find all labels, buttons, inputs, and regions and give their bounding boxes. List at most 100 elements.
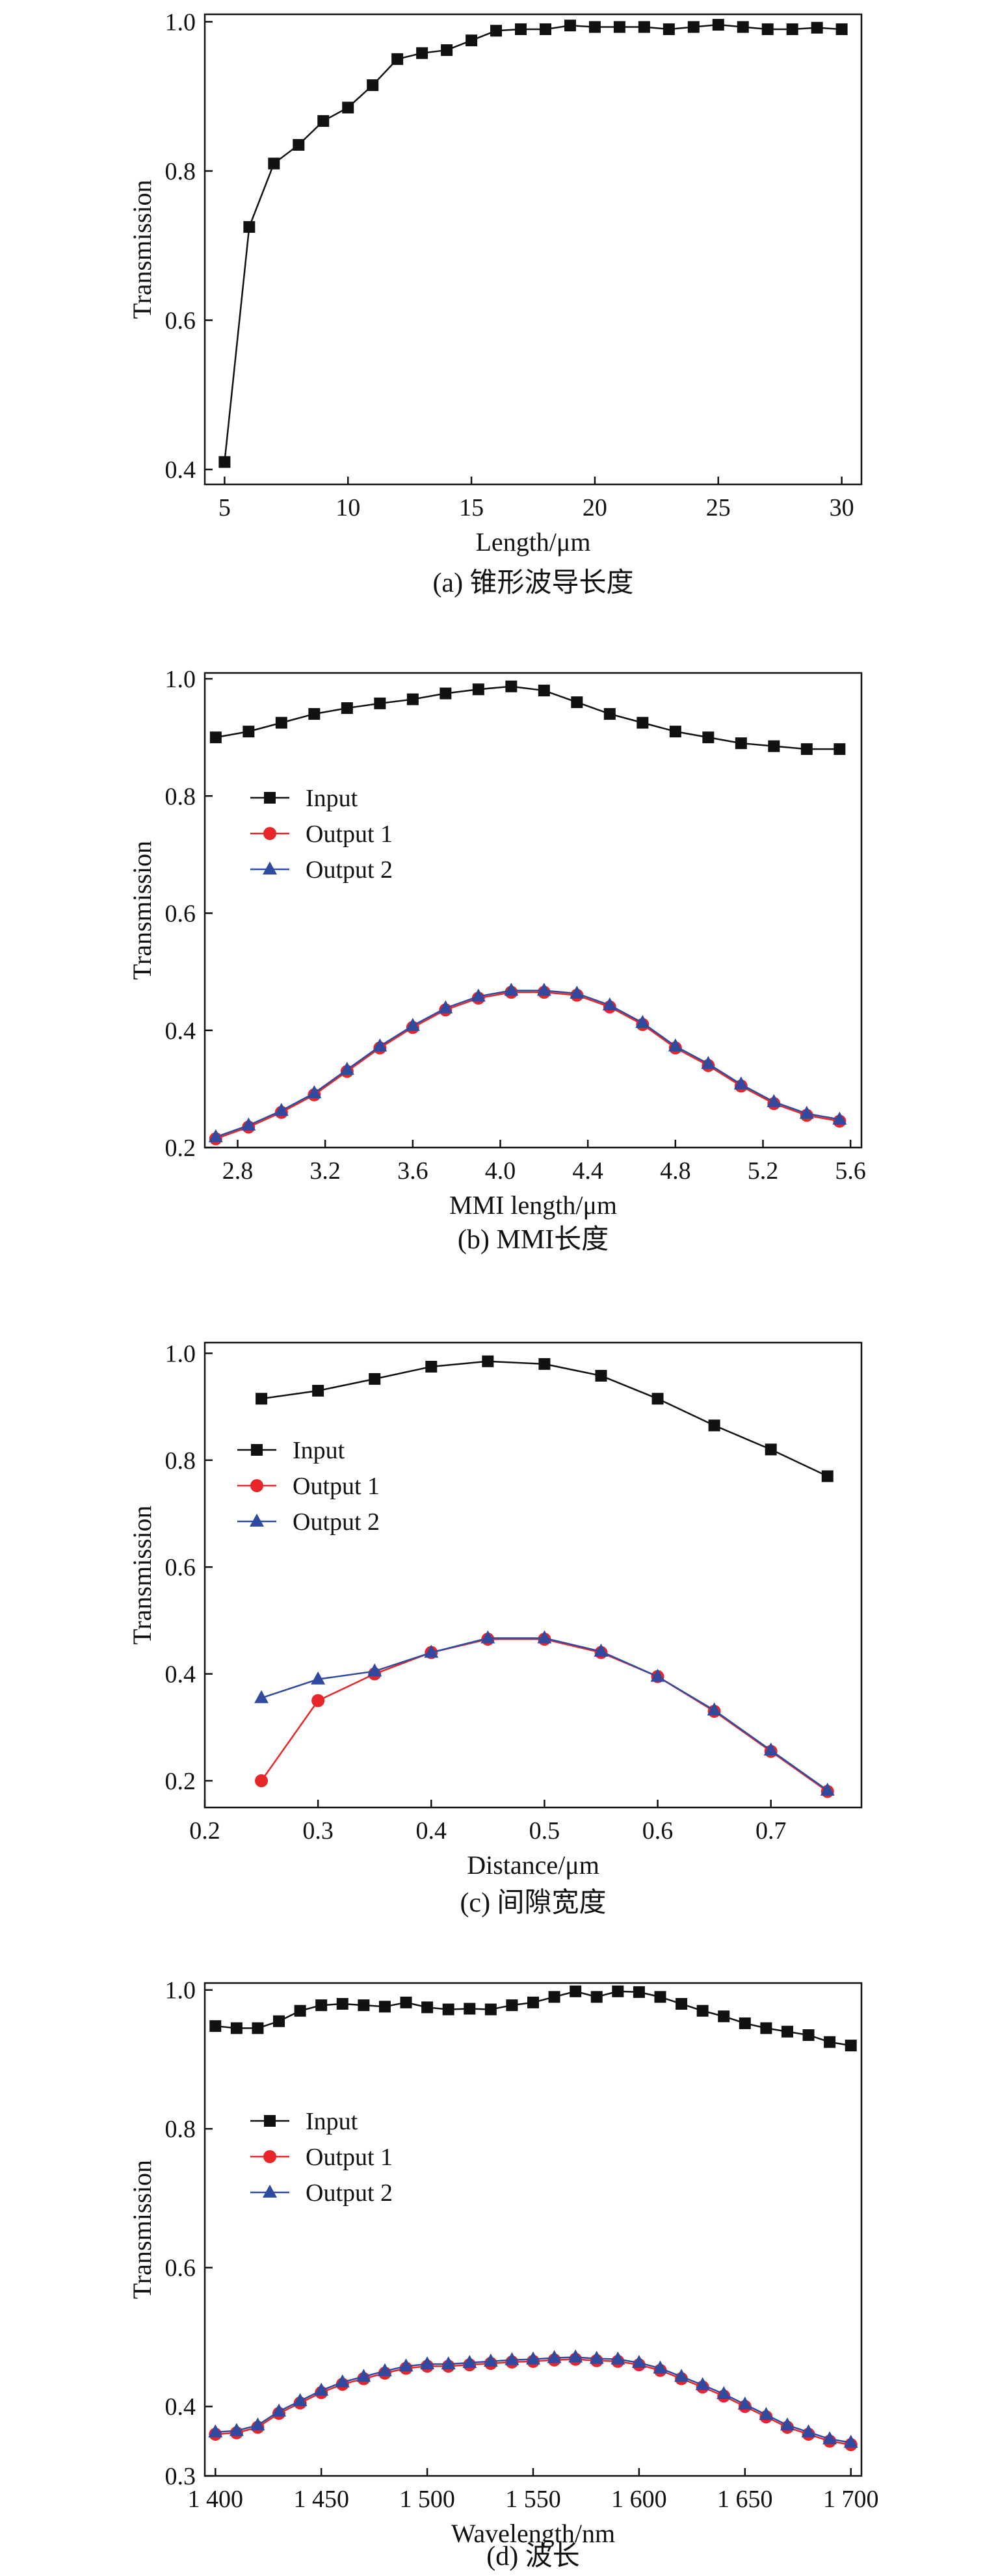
panel-c: 0.2 0.3 0.4 0.5 0.6 0.7 0.2 0.4 0.6 0.8 1.0 Distanc… xyxy=(127,1340,863,1918)
data-point xyxy=(780,2417,794,2431)
data-point xyxy=(595,1369,607,1382)
x-axis-label: Wavelength/nm xyxy=(451,2519,615,2548)
data-point xyxy=(391,53,404,65)
data-point xyxy=(763,1742,778,1756)
data-point xyxy=(358,1999,370,2012)
data-point xyxy=(635,1015,650,1029)
data-point xyxy=(367,1663,382,1677)
data-point xyxy=(701,1056,716,1070)
x-tick-label: 0.5 xyxy=(529,1817,560,1845)
x-tick-label: 0.2 xyxy=(189,1817,220,1845)
data-point xyxy=(339,1062,354,1075)
data-point xyxy=(406,693,419,705)
data-point xyxy=(708,1419,720,1432)
data-point xyxy=(588,21,601,33)
y-axis-label: Transmission xyxy=(127,2160,157,2299)
series-line xyxy=(261,1638,828,1793)
y-tick-label: 0.3 xyxy=(165,2463,196,2490)
data-point xyxy=(768,740,780,752)
data-point xyxy=(527,1996,539,2008)
data-point xyxy=(208,1129,223,1142)
data-point xyxy=(506,1999,518,2012)
data-point xyxy=(590,1991,603,2003)
data-point xyxy=(400,1996,412,2008)
legend: Input Output 1 Output 2 xyxy=(250,2108,393,2207)
x-axis-label: Distance/μm xyxy=(467,1850,599,1880)
data-point xyxy=(676,1998,688,2010)
data-point xyxy=(273,2015,285,2027)
x-tick-label: 1 450 xyxy=(293,2486,349,2513)
data-point xyxy=(718,2010,730,2023)
legend-marker xyxy=(263,2150,276,2163)
x-tick-label: 0.4 xyxy=(416,1817,447,1845)
data-point xyxy=(834,743,846,756)
data-point xyxy=(442,2003,454,2016)
data-point xyxy=(537,1630,552,1644)
x-tick-label: 1 550 xyxy=(505,2486,561,2513)
data-point xyxy=(759,2407,774,2421)
series-transmission xyxy=(218,19,848,468)
data-point xyxy=(466,34,478,47)
y-tick-label: 0.8 xyxy=(165,2116,196,2143)
data-point xyxy=(307,1085,322,1099)
legend-label: Output 1 xyxy=(293,1473,380,1500)
x-tick-label: 4.0 xyxy=(485,1157,516,1185)
data-point xyxy=(229,2423,244,2436)
data-point xyxy=(462,2354,477,2368)
legend-label: Input xyxy=(306,2108,358,2135)
data-point xyxy=(275,716,287,729)
data-point xyxy=(611,2351,625,2365)
data-point xyxy=(312,1384,324,1397)
panel-d: 1 400 1 450 1 500 1 550 1 600 1 650 1 700 0.3 0.… xyxy=(127,1977,878,2571)
data-point xyxy=(786,23,798,35)
x-tick-label: 3.6 xyxy=(397,1157,428,1185)
data-point xyxy=(633,1986,645,1998)
data-point xyxy=(441,2356,456,2370)
plot-frame xyxy=(204,13,863,486)
data-point xyxy=(464,2003,476,2015)
data-point xyxy=(293,2393,308,2406)
data-point xyxy=(687,21,700,33)
series-output-2 xyxy=(254,1630,835,1796)
data-point xyxy=(308,708,321,720)
data-point xyxy=(252,2022,264,2034)
data-point xyxy=(571,696,583,709)
data-point xyxy=(416,47,428,59)
plot-frame xyxy=(204,1341,863,1809)
data-point xyxy=(669,726,681,738)
y-tick-label: 0.6 xyxy=(165,308,196,335)
data-point xyxy=(538,1358,551,1370)
series-output-1 xyxy=(255,1633,834,1798)
data-point xyxy=(631,2354,646,2368)
y-tick-label: 1.0 xyxy=(165,666,196,693)
x-tick-label: 4.4 xyxy=(572,1157,603,1185)
series-input xyxy=(256,1355,834,1482)
y-tick-label: 0.4 xyxy=(165,1661,196,1689)
x-tick-label: 4.8 xyxy=(660,1157,691,1185)
data-point xyxy=(548,1991,560,2003)
data-point xyxy=(594,1644,609,1657)
data-point xyxy=(811,21,823,34)
series-output-1 xyxy=(209,2352,858,2451)
data-point xyxy=(800,743,813,756)
data-point xyxy=(241,1117,256,1131)
x-tick-label: 0.7 xyxy=(755,1817,787,1845)
data-point xyxy=(209,731,222,744)
data-point xyxy=(243,221,256,233)
data-point xyxy=(538,685,550,697)
data-point xyxy=(760,2022,772,2034)
data-point xyxy=(256,1393,268,1405)
panel-a: 5 10 15 20 25 30 0.4 0.6 0.8 1.0 Length/μm Transmis… xyxy=(127,8,863,598)
data-point xyxy=(218,456,231,468)
data-point xyxy=(230,2022,243,2034)
data-point xyxy=(420,2356,435,2370)
data-point xyxy=(250,2417,265,2431)
data-point xyxy=(421,2001,434,2014)
data-point xyxy=(539,23,551,35)
series-input xyxy=(209,680,846,756)
series-output-1 xyxy=(209,986,847,1146)
data-point xyxy=(737,21,749,33)
legend: Input Output 1 Output 2 xyxy=(250,785,393,884)
data-point xyxy=(377,2363,392,2376)
y-tick-label: 1.0 xyxy=(165,1340,196,1367)
